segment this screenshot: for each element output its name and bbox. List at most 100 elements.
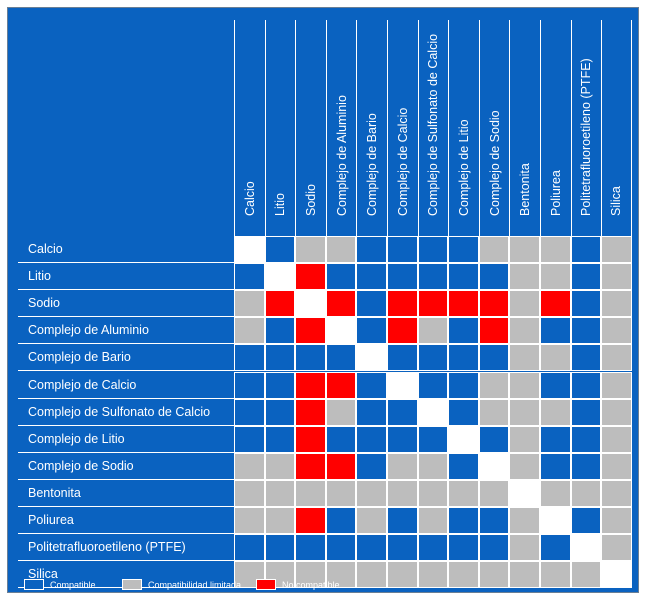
column-header-complejo-de-litio: Complejo de Litio (448, 20, 479, 236)
column-label: Complejo de Aluminio (334, 95, 349, 216)
matrix-cell (509, 317, 540, 345)
matrix-cell (264, 263, 296, 291)
column-label: Complejo de Calcio (395, 107, 410, 216)
matrix-cell (509, 507, 540, 535)
column-label: Complejo de Bario (365, 113, 380, 216)
legend-label: No compatible (282, 580, 340, 590)
matrix-cell (387, 561, 418, 589)
matrix-cell (356, 317, 387, 345)
matrix-cell (601, 317, 632, 345)
matrix-cell (570, 371, 602, 399)
matrix-cell (356, 290, 387, 318)
matrix-cell (387, 263, 418, 291)
matrix-cell (570, 290, 602, 318)
matrix-cell (448, 534, 479, 562)
matrix-cell (448, 263, 479, 291)
matrix-cell (509, 479, 540, 507)
matrix-cell (264, 507, 296, 535)
matrix-cell (570, 561, 602, 589)
matrix-cell (540, 534, 571, 562)
matrix-cell (570, 479, 602, 507)
matrix-cell (570, 507, 602, 535)
legend-label: Compatible (50, 580, 96, 590)
legend-label: Compatibilidad limitada (148, 580, 242, 590)
matrix-cell (387, 317, 418, 345)
column-header-complejo-de-bario: Complejo de Bario (356, 20, 387, 236)
matrix-cell (478, 371, 510, 399)
matrix-cell (234, 236, 265, 264)
matrix-cell (509, 371, 540, 399)
matrix-cell (478, 236, 510, 264)
matrix-cell (234, 290, 265, 318)
row-label-complejo-de-aluminio: Complejo de Aluminio (18, 317, 234, 345)
column-label: Politetrafluoroetileno (PTFE) (579, 58, 594, 216)
matrix-cell (601, 398, 632, 426)
matrix-cell (509, 561, 540, 589)
matrix-cell (448, 344, 479, 372)
column-label: Bentonita (518, 163, 533, 216)
matrix-cell (387, 507, 418, 535)
row-label-politetrafluoroetileno-ptfe: Politetrafluoroetileno (PTFE) (18, 534, 234, 562)
matrix-cell (295, 507, 326, 535)
matrix-cell (234, 534, 265, 562)
matrix-cell (234, 452, 265, 480)
matrix-cell (570, 398, 602, 426)
matrix-cell (448, 561, 479, 589)
matrix-cell (448, 452, 479, 480)
matrix-cell (540, 371, 571, 399)
matrix-cell (295, 317, 326, 345)
matrix-cell (509, 425, 540, 453)
matrix-cell (570, 344, 602, 372)
matrix-cell (356, 561, 387, 589)
matrix-cell (356, 507, 387, 535)
matrix-cell (448, 398, 479, 426)
matrix-cell (234, 479, 265, 507)
matrix-cell (417, 452, 449, 480)
matrix-cell (234, 317, 265, 345)
matrix-cell (601, 479, 632, 507)
matrix-cell (478, 263, 510, 291)
matrix-cell (417, 317, 449, 345)
matrix-cell (264, 561, 296, 589)
matrix-cell (540, 344, 571, 372)
matrix-cell (295, 452, 326, 480)
matrix-cell (417, 507, 449, 535)
matrix-cell (295, 479, 326, 507)
matrix-cell (570, 534, 602, 562)
matrix-cell (448, 371, 479, 399)
column-header-complejo-de-sodio: Complejo de Sodio (478, 20, 510, 236)
column-header-complejo-de-aluminio: Complejo de Aluminio (325, 20, 357, 236)
matrix-cell (478, 344, 510, 372)
matrix-cell (264, 290, 296, 318)
column-label: Litio (273, 193, 288, 216)
matrix-cell (295, 425, 326, 453)
matrix-cell (540, 507, 571, 535)
matrix-cell (478, 317, 510, 345)
matrix-cell (540, 290, 571, 318)
matrix-cell (295, 561, 326, 589)
matrix-cell (325, 290, 357, 318)
column-header-sodio: Sodio (295, 20, 326, 236)
matrix-cell (417, 344, 449, 372)
matrix-cell (264, 344, 296, 372)
matrix-cell (478, 452, 510, 480)
matrix-cell (540, 479, 571, 507)
matrix-cell (356, 452, 387, 480)
matrix-cell (387, 452, 418, 480)
matrix-cell (448, 479, 479, 507)
matrix-cell (264, 236, 296, 264)
row-label-complejo-de-litio: Complejo de Litio (18, 426, 234, 453)
matrix-cell (387, 479, 418, 507)
row-label-bentonita: Bentonita (18, 480, 234, 507)
matrix-cell (387, 425, 418, 453)
matrix-cell (601, 507, 632, 535)
matrix-cell (417, 398, 449, 426)
matrix-cell (478, 479, 510, 507)
column-header-politetrafluoroetileno-ptfe: Politetrafluoroetileno (PTFE) (570, 20, 602, 236)
matrix-cell (509, 236, 540, 264)
matrix-cell (509, 452, 540, 480)
matrix-cell (540, 561, 571, 589)
matrix-cell (540, 236, 571, 264)
matrix-cell (234, 398, 265, 426)
matrix-cell (387, 534, 418, 562)
